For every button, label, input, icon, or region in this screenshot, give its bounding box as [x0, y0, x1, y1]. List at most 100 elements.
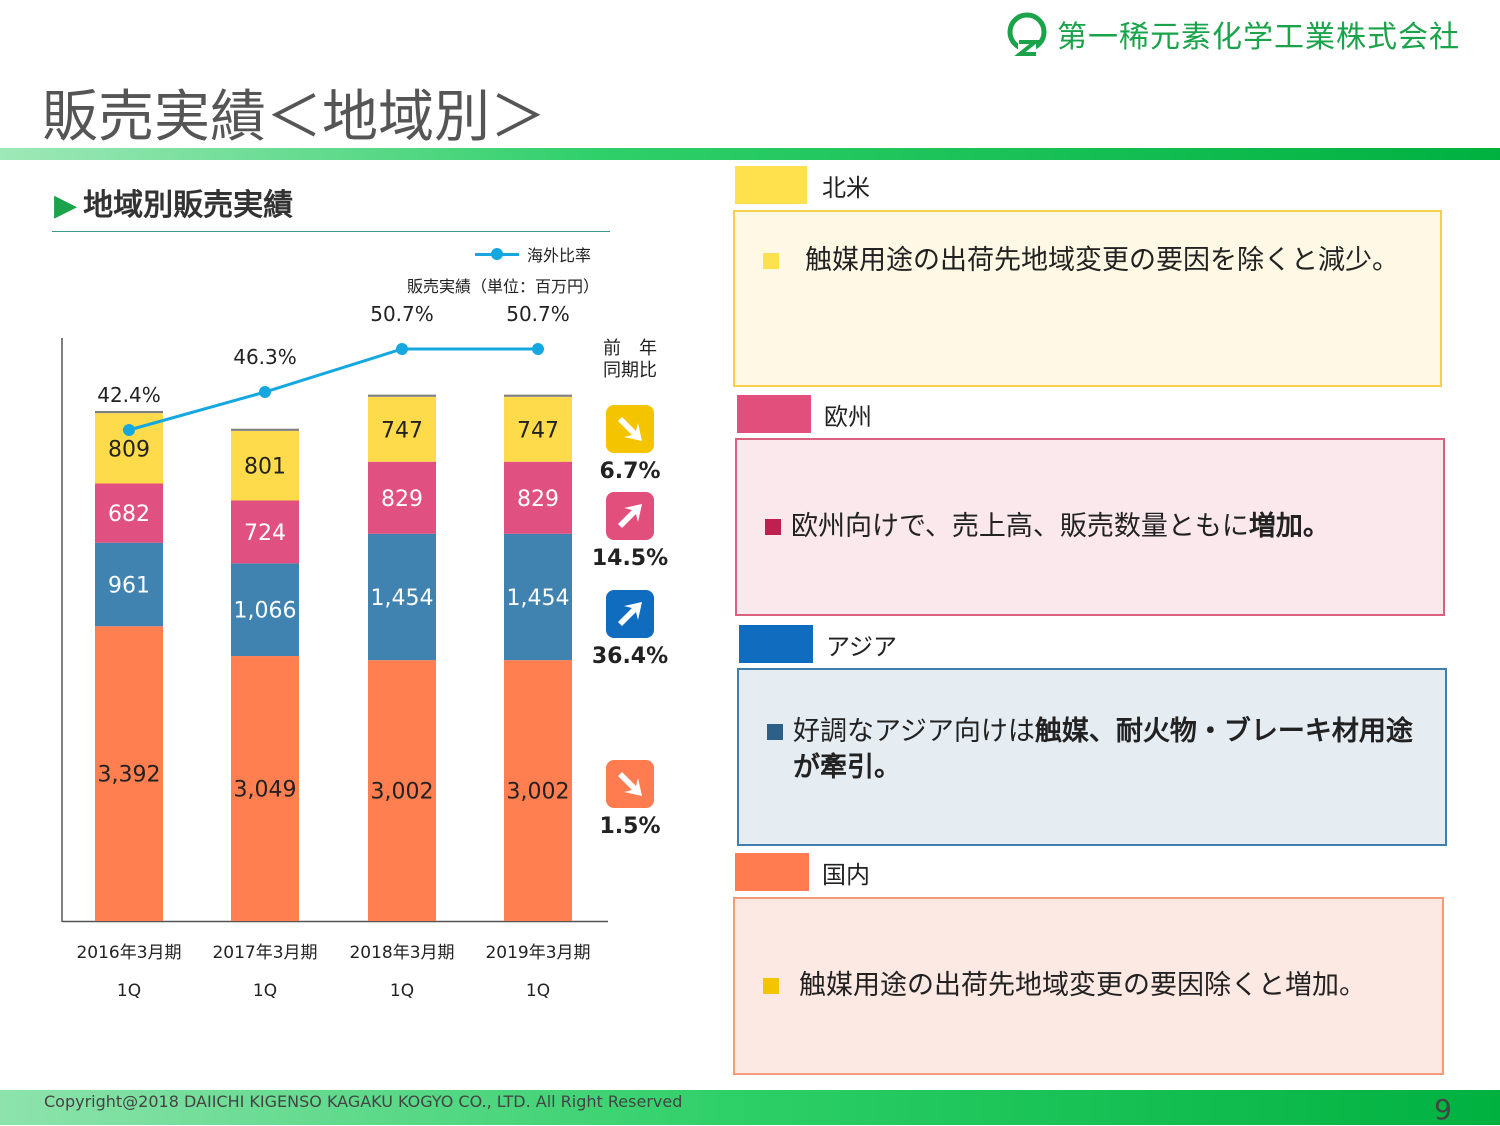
copyright-text: Copyright@2018 DAIICHI KIGENSO KAGAKU KO… — [44, 1092, 683, 1111]
data-label: 682 — [108, 502, 150, 527]
bar-segment — [368, 660, 436, 921]
region-tag-europe — [737, 395, 811, 433]
region-tag-north-america — [735, 166, 807, 204]
region-box-north-america: 触媒用途の出荷先地域変更の要因を除くと減少。 — [733, 210, 1442, 387]
data-label: 961 — [108, 573, 150, 598]
line-data-label: 50.7% — [506, 302, 570, 326]
region-tag-asia — [739, 625, 813, 663]
data-label: 747 — [381, 418, 423, 443]
page-number: 9 — [1434, 1093, 1452, 1126]
chart-unit-label: 販売実績（単位：百万円） — [407, 277, 600, 296]
triangle-icon: ▶ — [54, 188, 78, 223]
overseas-ratio-line — [128, 347, 538, 432]
yoy-north-america: 6.7% — [580, 405, 680, 484]
sales-by-region-chart: 3,392 961 682 809 2016年3月期 1Q 3,049 1,066 724 801… — [61, 302, 608, 1001]
data-label: 1,454 — [507, 586, 570, 611]
header-band — [0, 148, 1500, 160]
region-box-europe: 欧州向けで、売上高、販売数量ともに増加。 — [735, 438, 1445, 616]
line-point — [396, 343, 408, 355]
region-text: 触媒用途の出荷先地域変更の要因を除くと減少。 — [799, 234, 1399, 288]
bullet-icon — [765, 519, 781, 535]
yoy-asia: 36.4% — [580, 590, 680, 669]
line-data-label: 42.4% — [97, 383, 161, 407]
data-label: 1,454 — [371, 586, 434, 611]
data-label: 1,066 — [234, 599, 297, 624]
region-text-bold: 増加。 — [1248, 511, 1330, 542]
arrow-up-right-icon — [606, 492, 654, 540]
x-tick-label: 1Q — [526, 981, 550, 1001]
line-point — [259, 386, 271, 398]
region-tag-domestic — [735, 853, 809, 891]
data-label: 809 — [108, 437, 150, 462]
bullet-icon — [767, 724, 783, 740]
region-text-bold: 触媒、耐火物・ブレーキ材用途が牽引。 — [793, 716, 1413, 783]
bar-segment — [368, 533, 436, 661]
arrow-up-right-icon — [606, 590, 654, 638]
legend-line-label: 海外比率 — [527, 246, 592, 265]
bar-segment — [368, 394, 436, 397]
logo-mark-icon — [1007, 12, 1047, 56]
line-data-label: 46.3% — [233, 345, 297, 369]
region-text-main: 好調なアジア向けは — [793, 716, 1035, 747]
yoy-heading-line1: 前 年 — [603, 338, 657, 359]
data-label: 724 — [244, 521, 286, 546]
line-point — [532, 343, 544, 355]
bar-segment — [231, 656, 299, 921]
region-text-main: 触媒用途の出荷先地域変更の要因を除くと減少。 — [805, 245, 1399, 276]
bar-segment — [368, 461, 436, 534]
bullet-icon — [763, 978, 779, 994]
x-tick-label: 1Q — [253, 981, 277, 1001]
data-label: 829 — [381, 487, 423, 512]
x-tick-label: 1Q — [390, 981, 414, 1001]
company-name: 第一稀元素化学工業株式会社 — [1057, 20, 1460, 55]
region-label-europe: 欧州 — [824, 403, 872, 431]
bar-segment — [95, 542, 163, 627]
footer-band — [0, 1090, 1500, 1125]
x-tick-label: 2017年3月期 — [212, 943, 317, 963]
section-title: ▶ 地域別販売実績 — [54, 180, 293, 224]
bar-segment — [231, 500, 299, 564]
data-label: 747 — [517, 418, 559, 443]
yoy-pct: 36.4% — [591, 644, 669, 669]
bar-segment — [504, 394, 572, 397]
arrow-down-right-icon — [606, 405, 654, 453]
company-logo: 第一稀元素化学工業株式会社 — [1005, 12, 1460, 56]
line-data-label: 50.7% — [370, 302, 434, 326]
region-text-main: 触媒用途の出荷先地域変更の要因除くと増加。 — [799, 970, 1366, 1001]
data-label: 3,392 — [98, 763, 161, 788]
region-text: 好調なアジア向けは触媒、耐火物・ブレーキ材用途が牽引。 — [793, 714, 1417, 786]
bar-segment — [504, 533, 572, 661]
bar-segment — [95, 626, 163, 921]
region-label-north-america: 北米 — [822, 174, 870, 202]
bar-segment — [231, 430, 299, 501]
region-text: 触媒用途の出荷先地域変更の要因除くと増加。 — [799, 959, 1366, 1013]
x-tick-label: 2016年3月期 — [76, 943, 181, 963]
bar-segment — [95, 410, 163, 414]
page-title: 販売実績＜地域別＞ — [42, 85, 546, 150]
bar-segment — [231, 428, 299, 431]
bar-segment — [95, 483, 163, 543]
yoy-pct: 14.5% — [591, 546, 669, 571]
data-label: 829 — [517, 487, 559, 512]
bar-segment — [231, 563, 299, 657]
section-divider — [52, 231, 610, 232]
bar-segment — [504, 461, 572, 534]
section-title-text: 地域別販売実績 — [83, 188, 294, 223]
data-label: 3,049 — [234, 778, 297, 803]
region-box-asia: 好調なアジア向けは触媒、耐火物・ブレーキ材用途が牽引。 — [737, 668, 1447, 846]
x-tick-label: 2019年3月期 — [485, 943, 590, 963]
x-tick-label: 1Q — [117, 981, 141, 1001]
legend-line-marker-icon — [475, 247, 519, 261]
data-label: 801 — [244, 455, 286, 480]
region-label-domestic: 国内 — [822, 861, 870, 889]
line-point — [123, 424, 135, 436]
yoy-europe: 14.5% — [580, 492, 680, 571]
bar-segment — [368, 396, 436, 462]
bar-segment — [504, 396, 572, 462]
arrow-down-right-icon — [606, 760, 654, 808]
x-tick-label: 2018年3月期 — [349, 943, 454, 963]
region-label-asia: アジア — [826, 633, 898, 661]
yoy-heading-line2: 同期比 — [603, 360, 657, 381]
region-box-domestic: 触媒用途の出荷先地域変更の要因除くと増加。 — [733, 897, 1444, 1075]
region-text: 欧州向けで、売上高、販売数量ともに増加。 — [791, 500, 1330, 554]
